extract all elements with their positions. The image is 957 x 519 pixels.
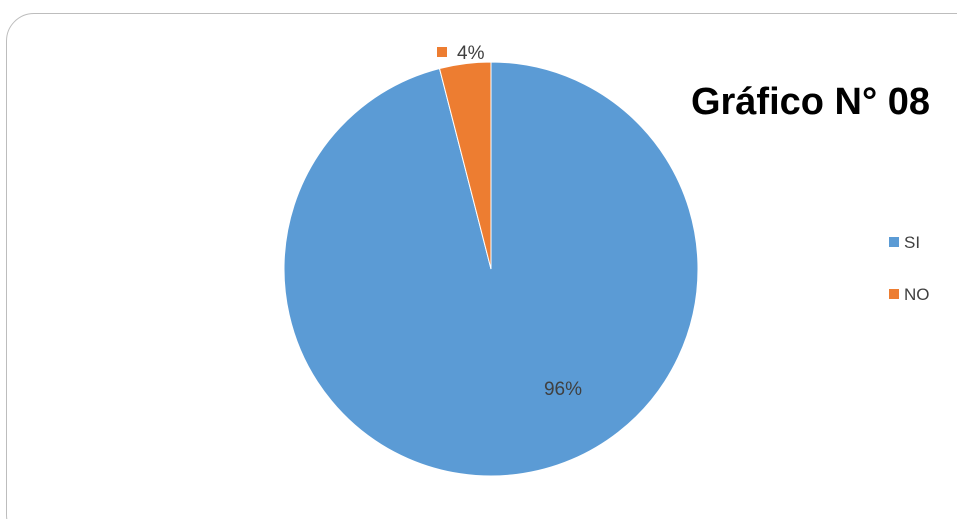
legend-label-si: SI bbox=[904, 233, 920, 252]
legend-swatch-si bbox=[889, 237, 899, 247]
legend: SI NO bbox=[889, 233, 930, 304]
data-label-si: 96% bbox=[544, 379, 582, 400]
pie-slice-no bbox=[438, 61, 492, 270]
legend-label-no: NO bbox=[904, 285, 930, 304]
pie-slices bbox=[283, 61, 699, 477]
chart-title: Gráfico N° 08 bbox=[691, 81, 930, 123]
legend-swatch-no bbox=[889, 289, 899, 299]
data-label-no: 4% bbox=[457, 43, 485, 64]
data-label-no-key bbox=[437, 47, 447, 57]
data-labels: 96% 4% bbox=[437, 43, 582, 400]
